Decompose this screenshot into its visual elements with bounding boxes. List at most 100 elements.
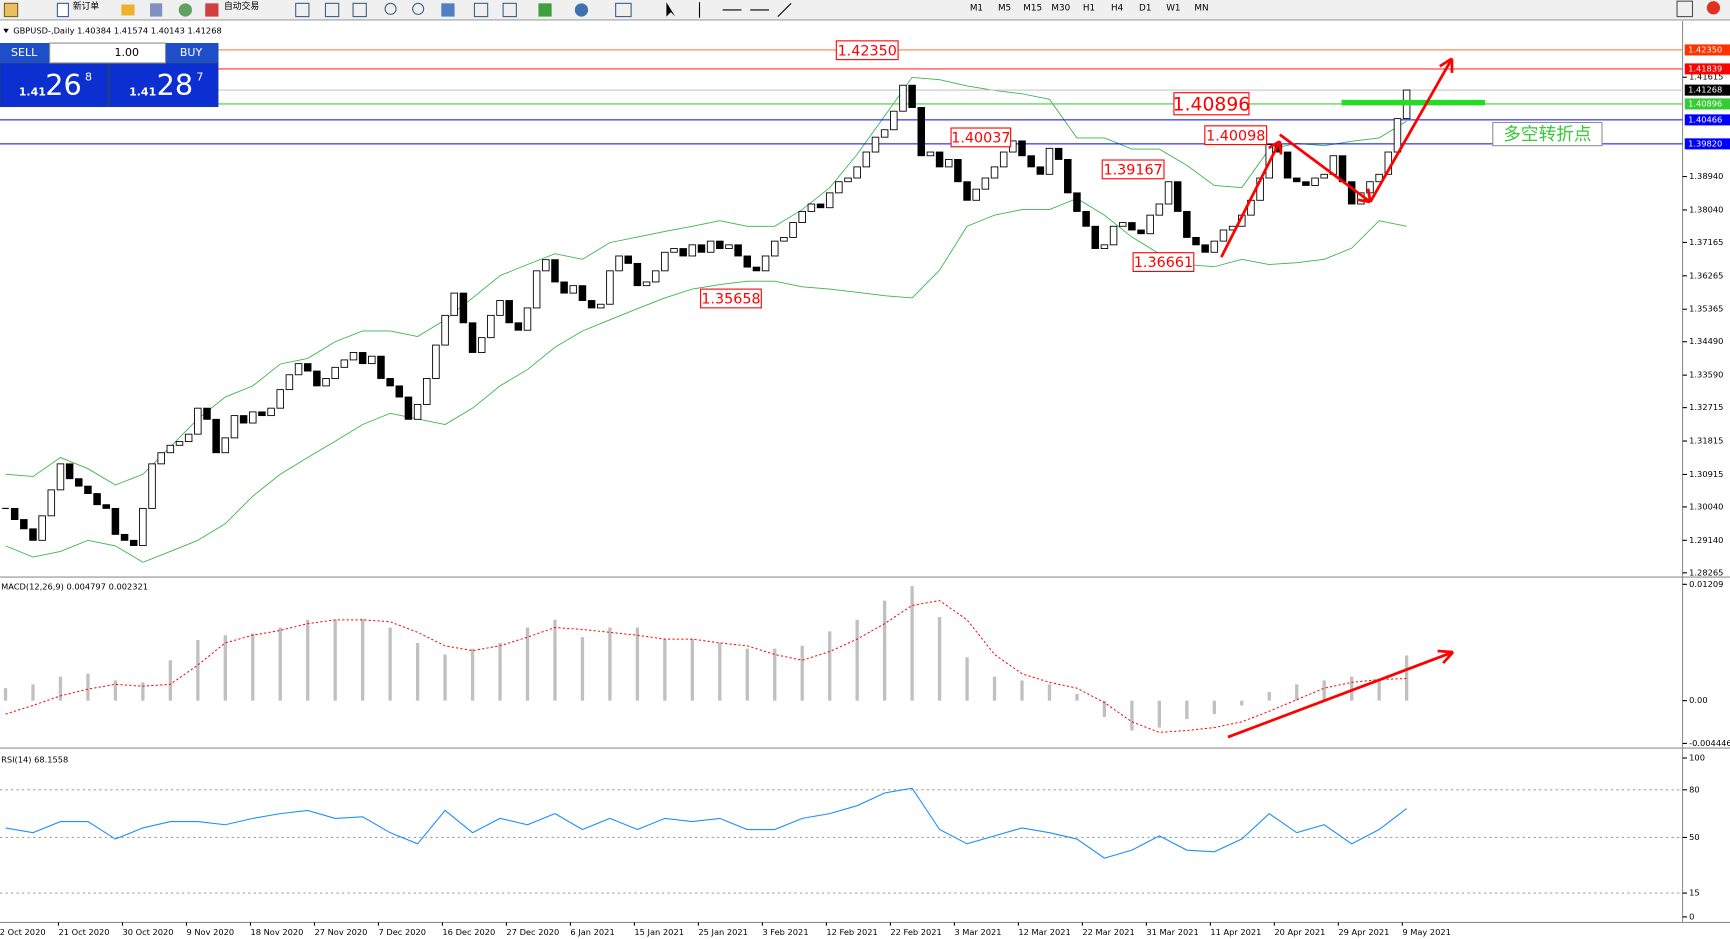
x-tick-label: 27 Nov 2020 [314,927,367,937]
y-tick-label: 1.35365 [1689,304,1723,314]
candle [368,355,376,365]
sell-price-bg [1,64,108,106]
y-tick-label: 1.36265 [1689,270,1723,280]
x-tick-label: 3 Feb 2021 [762,927,808,937]
y-tick-label: 1.31815 [1689,436,1723,446]
macd-bar [855,619,859,701]
timeframe-button[interactable]: M5 [998,3,1011,13]
candle [1219,229,1228,242]
timeframe-button[interactable]: W1 [1166,3,1180,13]
macd-bar [910,586,914,701]
candle [1100,244,1109,249]
icon [178,3,192,17]
macd-bar [168,660,173,701]
candle [734,244,742,257]
macd-bar [1295,684,1299,701]
annotation-box [950,127,1012,148]
icon [150,3,163,17]
x-tick-label: 12 Oct 2020 [0,927,46,937]
timeframe-button[interactable]: D1 [1139,3,1151,13]
candle [706,240,715,253]
candle [139,507,147,546]
candle [423,378,431,405]
buy-big: 28 [157,68,193,102]
timeframe-button[interactable]: MN [1194,3,1208,13]
timeframe-button[interactable]: H1 [1083,3,1095,13]
timeframe-button[interactable]: M15 [1023,3,1042,13]
candle [743,255,752,268]
macd-bar [580,637,585,701]
candle [624,255,632,264]
sell-sup: 8 [85,70,92,83]
candle [651,270,660,283]
x-tick-label: 16 Dec 2020 [442,927,495,937]
candle [789,222,797,238]
toolbar-button[interactable]: 自动交易 [224,0,259,12]
candle [981,177,990,190]
candle [157,452,165,465]
icon [3,2,19,18]
icon [473,2,489,18]
y-tick-label: 1.30040 [1689,501,1723,511]
candle [148,463,156,509]
buy-button[interactable]: BUY [180,46,203,59]
timeframe-button[interactable]: M30 [1051,3,1070,13]
candle [542,259,550,272]
candle [642,281,651,287]
candle [212,418,220,454]
timeframe-button[interactable]: M1 [970,3,983,13]
annotation: 1.36661 [1134,255,1193,271]
toolbar-button[interactable]: 新订单 [73,0,100,12]
y-tick-label: 1.38940 [1689,171,1723,181]
candle [294,363,303,376]
candle [990,166,999,179]
macd-bar [443,654,447,701]
level-label-bg [1684,84,1730,96]
candle [606,270,614,305]
level-label-bg [1684,138,1730,150]
x-tick-label: 29 Apr 2021 [1338,927,1389,937]
macd-bar [141,682,145,701]
candle [322,378,330,387]
candle [313,370,321,387]
sell-button[interactable]: SELL [11,46,38,59]
candle [184,433,193,443]
timeframe-button[interactable]: H4 [1111,3,1124,13]
candle [587,300,596,309]
candle [1393,118,1402,153]
candle [56,463,65,491]
y-tick-label: 1.32715 [1689,402,1723,412]
macd-bar [86,673,90,701]
x-tick-label: 22 Mar 2021 [1082,927,1134,937]
candle [862,151,871,168]
annotation-box [1204,125,1268,146]
macd-bar [113,680,118,701]
candle [963,181,971,201]
candle [358,352,367,365]
arrow [1369,57,1454,203]
y-tick-label: 1.41615 [1689,72,1723,82]
macd-bar [1267,691,1271,701]
x-tick-label: 3 Mar 2021 [954,927,1001,937]
toolbar [0,0,1730,20]
candle [688,244,697,257]
level-label: 1.40896 [1688,98,1722,108]
y-tick-label: 15 [1689,888,1700,898]
candle [1155,203,1164,216]
annotation-box [1173,92,1250,116]
x-tick-label: 22 Feb 2021 [890,927,941,937]
macd-bar [1322,680,1326,701]
macd-bar [1130,700,1134,731]
icon [412,2,425,15]
candle [75,478,83,487]
macd-bar [663,639,667,701]
indicator-title: RSI(14) 68.1558 [1,755,68,765]
icon [1676,0,1694,18]
candle [432,344,440,379]
candle [1128,222,1136,231]
level-label-bg [1684,44,1730,56]
lot-input[interactable]: 1.00 [114,46,139,59]
macd-bar [251,633,255,701]
x-tick-label: 6 Jan 2021 [570,927,614,937]
